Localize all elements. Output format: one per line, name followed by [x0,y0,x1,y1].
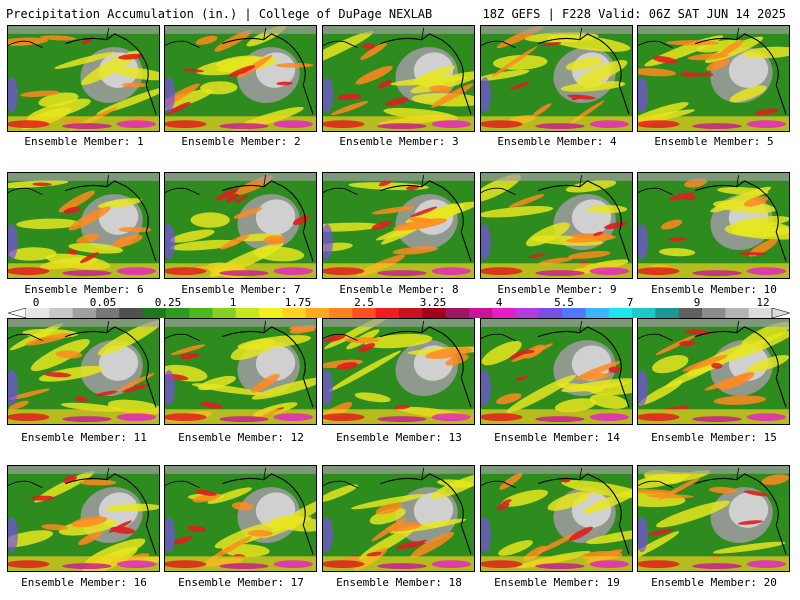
ensemble-member-label: Ensemble Member: 4 [497,135,617,148]
colorbar-tick-label: 12 [756,296,770,309]
ensemble-map-15 [637,318,790,425]
ensemble-map-4 [480,25,633,132]
colorbar-swatch [49,308,74,318]
colorbar-tick-label: 4 [495,296,503,309]
colorbar-swatch [329,308,353,318]
ensemble-map-9 [480,172,633,279]
ensemble-member-label: Ensemble Member: 12 [178,431,304,444]
ensemble-map-14 [480,318,633,425]
colorbar-swatch [748,308,773,318]
colorbar-swatch [702,308,726,318]
ensemble-member-label: Ensemble Member: 15 [651,431,777,444]
colorbar-swatch [352,308,377,318]
colorbar-swatch [95,308,120,318]
colorbar-swatch [142,308,167,318]
colorbar-swatch [585,308,610,318]
colorbar-tick-label: 2.5 [354,296,374,309]
ensemble-map-20 [637,465,790,572]
ensemble-member-label: Ensemble Member: 18 [336,576,462,589]
colorbar-swatch [235,308,260,318]
ensemble-map-2 [164,25,317,132]
colorbar-min-arrow [8,308,27,318]
colorbar-swatch [538,308,563,318]
ensemble-member-label: Ensemble Member: 16 [21,576,147,589]
colorbar-swatch [515,308,540,318]
colorbar-swatch [165,308,190,318]
ensemble-map-8 [322,172,475,279]
colorbar-max-arrow [771,308,790,318]
colorbar-tick-label: 0.05 [89,296,117,309]
colorbar-swatch [445,308,470,318]
ensemble-map-7 [164,172,317,279]
ensemble-member-label: Ensemble Member: 19 [494,576,620,589]
ensemble-map-10 [637,172,790,279]
ensemble-member-label: Ensemble Member: 2 [181,135,301,148]
ensemble-map-13 [322,318,475,425]
colorbar-tick-label: 5.5 [554,296,574,309]
colorbar-swatch [259,308,283,318]
ensemble-member-label: Ensemble Member: 20 [651,576,777,589]
colorbar-tick-label: 0 [32,296,40,309]
colorbar-swatch [468,308,493,318]
colorbar-swatch [282,308,307,318]
colorbar-tick-label: 0.25 [154,296,182,309]
colorbar-swatch [119,308,144,318]
colorbar-swatch [655,308,680,318]
colorbar-tick-label: 7 [626,296,634,309]
colorbar-tick-label: 9 [693,296,701,309]
ensemble-map-5 [637,25,790,132]
ensemble-map-3 [322,25,475,132]
colorbar-swatch [72,308,97,318]
ensemble-member-label: Ensemble Member: 1 [24,135,144,148]
colorbar-swatch [189,308,213,318]
ensemble-member-label: Ensemble Member: 13 [336,431,462,444]
ensemble-member-label: Ensemble Member: 10 [651,283,777,296]
ensemble-map-1 [7,25,160,132]
colorbar-swatch [678,308,703,318]
colorbar-swatch [375,308,400,318]
colorbar [8,308,790,318]
ensemble-member-label: Ensemble Member: 9 [497,283,617,296]
ensemble-member-label: Ensemble Member: 5 [654,135,774,148]
colorbar-swatch [399,308,423,318]
ensemble-map-18 [322,465,475,572]
colorbar-swatch [422,308,447,318]
ensemble-map-12 [164,318,317,425]
colorbar-swatch [212,308,237,318]
model-run-info: 18Z GEFS | F228 Valid: 06Z SAT JUN 14 20… [482,7,786,21]
ensemble-map-19 [480,465,633,572]
ensemble-member-label: Ensemble Member: 7 [181,283,301,296]
colorbar-tick-label: 1.75 [284,296,312,309]
ensemble-member-label: Ensemble Member: 17 [178,576,304,589]
colorbar-swatch [562,308,586,318]
ensemble-member-label: Ensemble Member: 8 [339,283,459,296]
ensemble-member-label: Ensemble Member: 11 [21,431,147,444]
colorbar-swatch [632,308,656,318]
colorbar-swatch [26,308,50,318]
ensemble-map-16 [7,465,160,572]
colorbar-swatch [305,308,330,318]
ensemble-map-11 [7,318,160,425]
ensemble-member-label: Ensemble Member: 14 [494,431,620,444]
colorbar-tick-label: 3.25 [419,296,447,309]
colorbar-swatch [492,308,517,318]
ensemble-member-label: Ensemble Member: 6 [24,283,144,296]
ensemble-map-17 [164,465,317,572]
colorbar-swatch [608,308,633,318]
chart-title: Precipitation Accumulation (in.) | Colle… [6,7,433,21]
colorbar-tick-label: 1 [229,296,237,309]
ensemble-map-6 [7,172,160,279]
colorbar-swatch [725,308,750,318]
ensemble-member-label: Ensemble Member: 3 [339,135,459,148]
